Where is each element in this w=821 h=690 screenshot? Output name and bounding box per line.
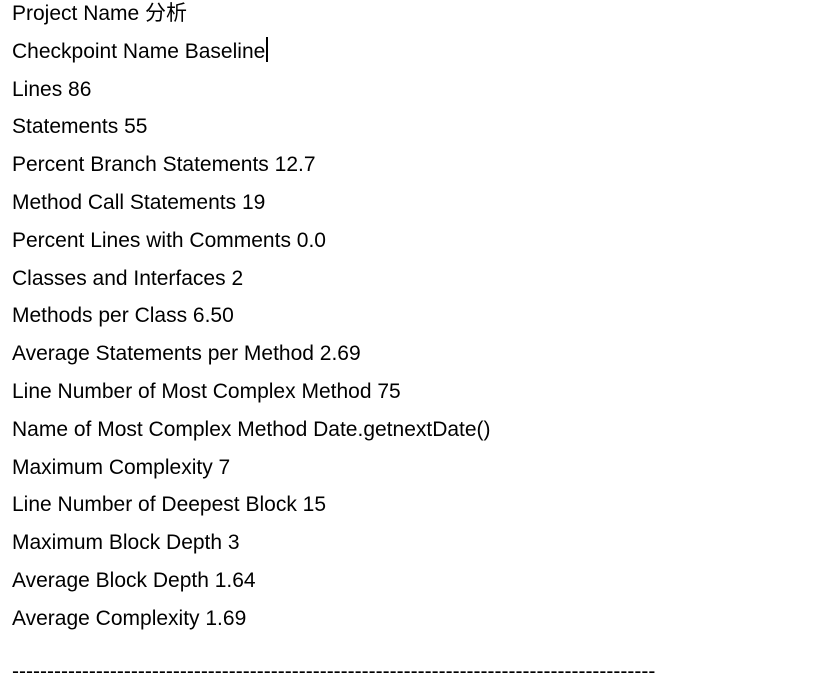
metric-line[interactable]: Average Block Depth 1.64 (12, 562, 655, 600)
metric-value: 1.69 (205, 606, 247, 630)
metric-line[interactable]: Percent Branch Statements 12.7 (12, 146, 655, 184)
metric-value: 19 (241, 190, 266, 214)
metric-label: Classes and Interfaces (12, 266, 226, 290)
text-document[interactable]: Project Name 分析 Checkpoint Name Baseline L… (12, 0, 655, 690)
metric-value: Date.getnextDate() (313, 417, 491, 441)
metric-label: Statements (12, 115, 119, 139)
metric-value: 2.69 (319, 342, 361, 366)
metric-value: 3 (227, 531, 240, 555)
metric-value: 0.0 (296, 228, 326, 252)
metric-line[interactable]: Classes and Interfaces 2 (12, 260, 655, 298)
metric-label: Checkpoint Name (12, 39, 179, 63)
metric-value: 7 (218, 455, 231, 479)
metric-label: Lines (12, 77, 63, 101)
metric-label: Average Statements per Method (12, 342, 314, 366)
metric-label: Name of Most Complex Method (12, 417, 308, 441)
metric-value: 2 (231, 266, 244, 290)
metric-line[interactable]: Line Number of Most Complex Method 75 (12, 373, 655, 411)
metric-label: Maximum Complexity (12, 455, 213, 479)
metric-line[interactable]: Method Call Statements 19 (12, 184, 655, 222)
metric-line[interactable]: Statements 55 (12, 108, 655, 146)
metric-value: 15 (302, 493, 326, 517)
metric-label: Average Block Depth (12, 568, 209, 592)
metric-line[interactable]: Average Statements per Method 2.69 (12, 335, 655, 373)
metric-label: Percent Lines with Comments (12, 228, 291, 252)
metric-line[interactable]: Project Name 分析 (12, 0, 655, 33)
metric-label: Maximum Block Depth (12, 531, 223, 555)
metric-label: Project Name (12, 2, 140, 25)
text-caret (266, 36, 269, 62)
divider-dashes[interactable]: ----------------------------------------… (12, 659, 656, 683)
metric-value: 6.50 (192, 304, 234, 328)
metric-value: 86 (68, 77, 92, 101)
metric-label: Line Number of Deepest Block (12, 493, 297, 517)
metric-line[interactable]: Average Complexity 1.69 (12, 600, 655, 638)
metric-label: Line Number of Most Complex Method (12, 379, 372, 403)
metric-line[interactable]: Line Number of Deepest Block 15 (12, 486, 655, 524)
metric-label: Methods per Class (12, 304, 188, 328)
metric-line[interactable]: Percent Lines with Comments 0.0 (12, 222, 655, 260)
metric-line[interactable]: Methods per Class 6.50 (12, 297, 655, 335)
metric-label: Percent Branch Statements (12, 153, 269, 177)
metric-value: 1.64 (214, 568, 256, 592)
metric-line[interactable]: Checkpoint Name Baseline (12, 33, 655, 71)
metric-line[interactable]: Maximum Block Depth 3 (12, 524, 655, 562)
metric-value: Baseline (184, 39, 266, 63)
metric-line[interactable]: Name of Most Complex Method Date.getnextD… (12, 411, 655, 449)
metric-value: 75 (377, 379, 401, 403)
metric-label: Average Complexity (12, 606, 200, 630)
metric-line[interactable]: Maximum Complexity 7 (12, 449, 655, 487)
metric-value: 55 (124, 115, 148, 139)
metric-value: 12.7 (274, 153, 316, 177)
metric-value: 分析 (145, 2, 188, 25)
metric-label: Method Call Statements (12, 190, 237, 214)
metric-line[interactable]: Lines 86 (12, 71, 655, 109)
